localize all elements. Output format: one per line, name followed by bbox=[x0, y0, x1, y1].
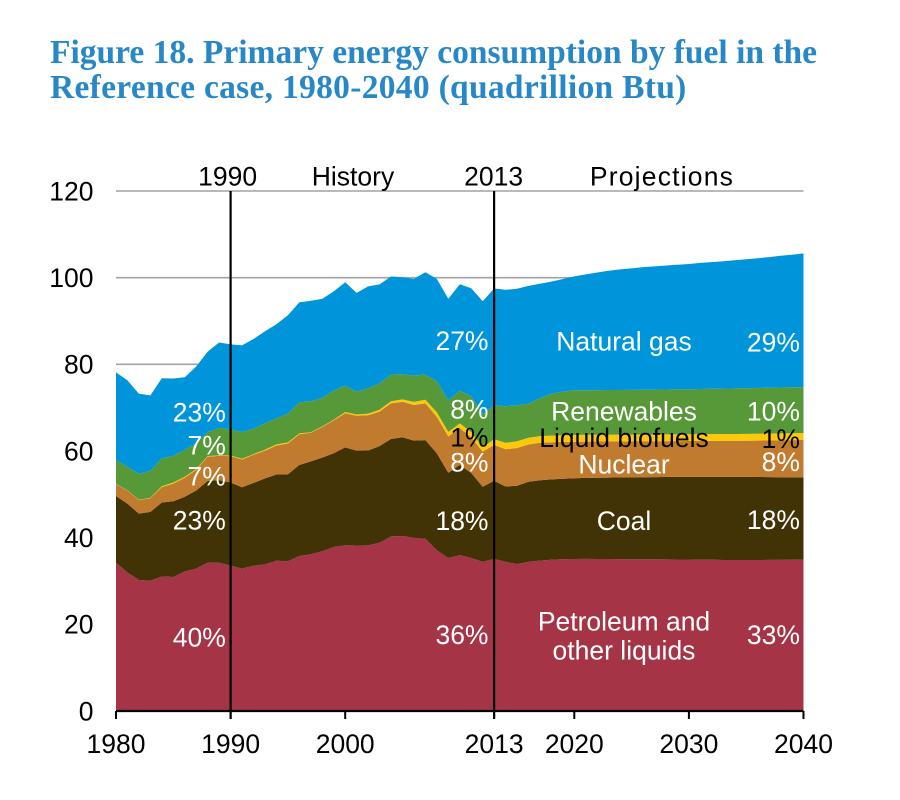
svg-text:20: 20 bbox=[64, 610, 93, 640]
svg-text:10%: 10% bbox=[747, 396, 800, 426]
svg-text:2030: 2030 bbox=[659, 729, 718, 759]
svg-text:1%: 1% bbox=[762, 424, 800, 454]
svg-text:Natural gas: Natural gas bbox=[556, 326, 692, 356]
svg-text:7%: 7% bbox=[187, 461, 225, 491]
svg-text:18%: 18% bbox=[435, 506, 488, 536]
svg-text:29%: 29% bbox=[747, 327, 800, 357]
svg-text:60: 60 bbox=[64, 436, 93, 466]
svg-text:120: 120 bbox=[49, 176, 93, 206]
svg-text:0: 0 bbox=[79, 696, 94, 726]
svg-text:2013: 2013 bbox=[464, 161, 523, 191]
svg-text:1990: 1990 bbox=[198, 161, 257, 191]
svg-text:2020: 2020 bbox=[545, 729, 604, 759]
svg-text:Liquid biofuels: Liquid biofuels bbox=[539, 423, 708, 453]
svg-text:8%: 8% bbox=[450, 447, 488, 477]
svg-text:80: 80 bbox=[64, 350, 93, 380]
svg-text:2040: 2040 bbox=[774, 729, 833, 759]
svg-text:100: 100 bbox=[49, 263, 93, 293]
svg-text:23%: 23% bbox=[173, 505, 226, 535]
svg-text:1980: 1980 bbox=[87, 729, 146, 759]
svg-text:33%: 33% bbox=[747, 620, 800, 650]
svg-text:Nuclear: Nuclear bbox=[578, 449, 669, 479]
svg-text:40%: 40% bbox=[173, 622, 226, 652]
svg-text:Petroleum and: Petroleum and bbox=[538, 606, 710, 636]
svg-text:36%: 36% bbox=[435, 620, 488, 650]
svg-text:Projections: Projections bbox=[590, 161, 734, 191]
svg-text:2000: 2000 bbox=[316, 729, 375, 759]
svg-text:2013: 2013 bbox=[465, 729, 524, 759]
svg-text:8%: 8% bbox=[762, 447, 800, 477]
svg-text:18%: 18% bbox=[747, 505, 800, 535]
svg-text:Renewables: Renewables bbox=[551, 396, 697, 426]
svg-text:1990: 1990 bbox=[201, 729, 260, 759]
svg-text:other liquids: other liquids bbox=[553, 635, 696, 665]
svg-text:7%: 7% bbox=[187, 430, 225, 460]
svg-text:8%: 8% bbox=[450, 394, 488, 424]
svg-text:1%: 1% bbox=[450, 422, 488, 452]
svg-text:History: History bbox=[312, 161, 395, 191]
svg-text:23%: 23% bbox=[173, 397, 226, 427]
svg-text:Coal: Coal bbox=[597, 506, 652, 536]
svg-text:40: 40 bbox=[64, 523, 93, 553]
svg-text:27%: 27% bbox=[435, 326, 488, 356]
